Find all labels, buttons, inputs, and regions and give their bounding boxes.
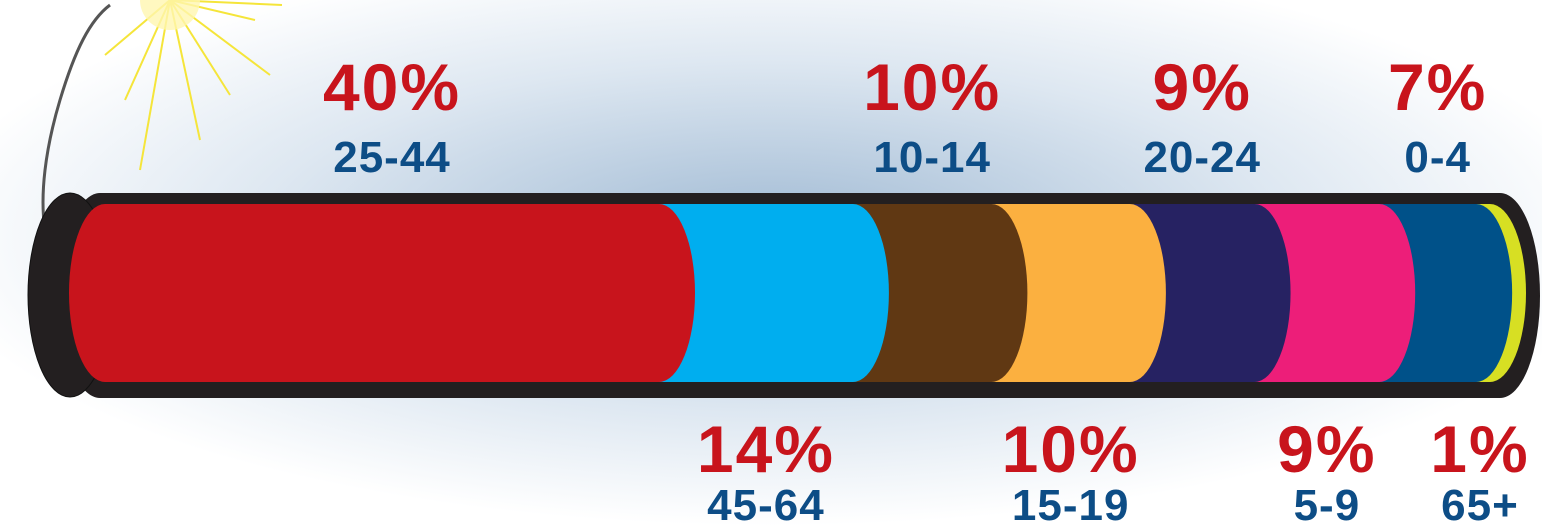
category-label: 20-24 (1143, 133, 1261, 182)
category-label: 65+ (1441, 481, 1519, 526)
category-label: 0-4 (1404, 133, 1471, 182)
category-label: 10-14 (873, 133, 991, 182)
bar-segment (69, 204, 695, 382)
category-label: 15-19 (1012, 481, 1130, 526)
value-label: 10% (863, 50, 1001, 124)
segments (69, 204, 1526, 382)
value-label: 7% (1388, 50, 1487, 124)
value-label: 9% (1153, 50, 1252, 124)
category-label: 25-44 (333, 133, 451, 182)
value-label: 10% (1002, 412, 1140, 486)
value-label: 9% (1277, 412, 1376, 486)
labels: 40%25-4414%45-6410%10-1410%15-199%20-249… (323, 50, 1529, 526)
category-label: 5-9 (1294, 481, 1361, 526)
value-label: 40% (323, 50, 461, 124)
category-label: 45-64 (707, 481, 825, 526)
value-label: 1% (1430, 412, 1529, 486)
spark (104, 0, 283, 171)
value-label: 14% (697, 412, 835, 486)
